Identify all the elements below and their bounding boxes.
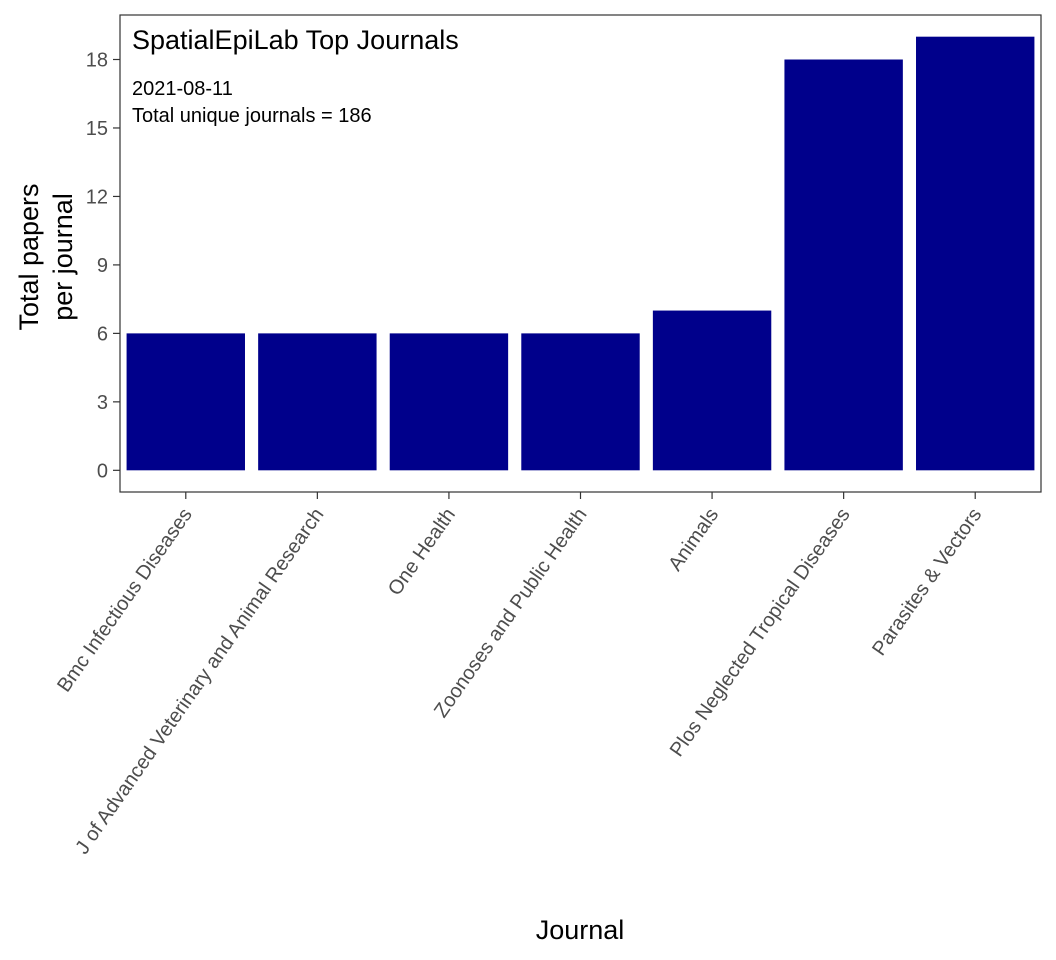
- x-tick-label-3: Zoonoses and Public Health: [430, 504, 592, 722]
- x-tick-label-0: Bmc Infectious Diseases: [53, 504, 197, 696]
- y-tick-label-3: 9: [97, 255, 108, 277]
- chart-title: SpatialEpiLab Top Journals: [132, 25, 459, 55]
- x-tick-label-4: Animals: [664, 504, 723, 575]
- x-tick-label-2: One Health: [384, 504, 460, 599]
- y-axis: 0 3 6 9 12 15 18: [86, 50, 120, 482]
- x-tick-label-1: J of Advanced Veterinary and Animal Rese…: [71, 504, 328, 858]
- y-tick-label-6: 18: [86, 50, 108, 72]
- bar-2: [389, 333, 509, 471]
- x-tick-label-6: Parasites & Vectors: [868, 504, 986, 660]
- bar-6: [916, 36, 1035, 471]
- bar-4: [652, 310, 772, 471]
- bar-3: [521, 333, 640, 471]
- bar-5: [784, 59, 903, 471]
- x-axis-title: Journal: [536, 915, 625, 945]
- bars-group: [126, 36, 1035, 471]
- y-axis-title-line-1: Total papers: [14, 183, 44, 330]
- chart-date: 2021-08-11: [132, 78, 233, 100]
- bar-0: [126, 333, 245, 471]
- y-tick-label-0: 0: [97, 460, 108, 482]
- chart-journal-count: Total unique journals = 186: [132, 105, 372, 127]
- y-axis-title-line-2: per journal: [48, 193, 78, 321]
- y-tick-label-1: 3: [97, 392, 108, 414]
- bar-1: [258, 333, 377, 471]
- y-tick-label-5: 15: [86, 118, 108, 140]
- y-axis-title: Total papers per journal: [14, 183, 78, 330]
- y-tick-label-4: 12: [86, 186, 108, 208]
- y-tick-label-2: 6: [97, 323, 108, 345]
